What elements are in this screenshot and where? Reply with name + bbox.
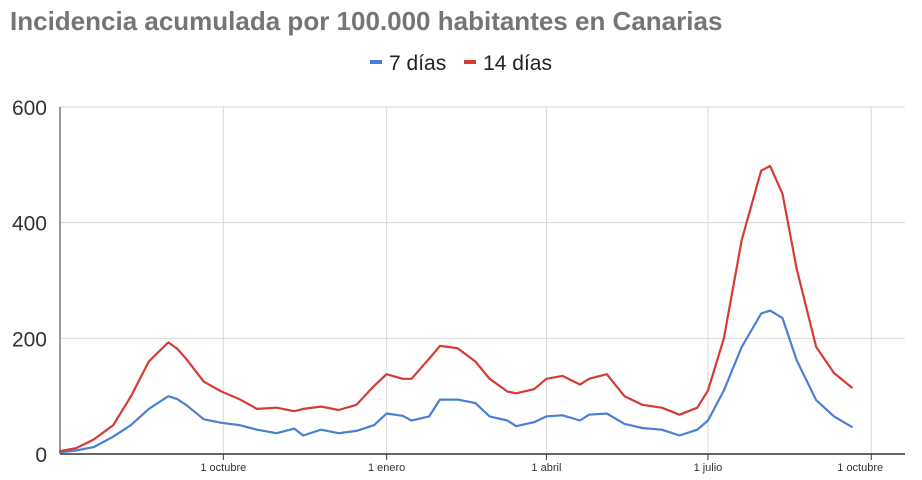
y-tick-label: 600 (12, 97, 47, 120)
legend-label-14-dias: 14 días (483, 52, 552, 75)
y-tick-label: 0 (35, 444, 47, 467)
x-tick-label: 1 octubre (200, 462, 246, 474)
legend: 7 días 14 días (0, 52, 922, 76)
legend-swatch-14-dias (464, 60, 477, 65)
chart-title: Incidencia acumulada por 100.000 habitan… (10, 6, 723, 36)
series-line-7-dias (58, 309, 853, 454)
y-tick-label: 400 (12, 213, 47, 236)
legend-item-7-dias[interactable]: 7 días (370, 52, 446, 76)
x-tick-label: 1 enero (368, 462, 405, 474)
x-tick-label: 1 julio (694, 462, 723, 474)
y-tick-label: 200 (12, 328, 47, 351)
x-tick-label: 1 octubre (837, 462, 883, 474)
legend-label-7-dias: 7 días (389, 52, 447, 75)
legend-item-14-dias[interactable]: 14 días (464, 52, 552, 76)
x-tick-label: 1 abril (531, 462, 561, 474)
legend-swatch-7-dias (370, 60, 383, 65)
series-line-14-dias (58, 164, 853, 453)
